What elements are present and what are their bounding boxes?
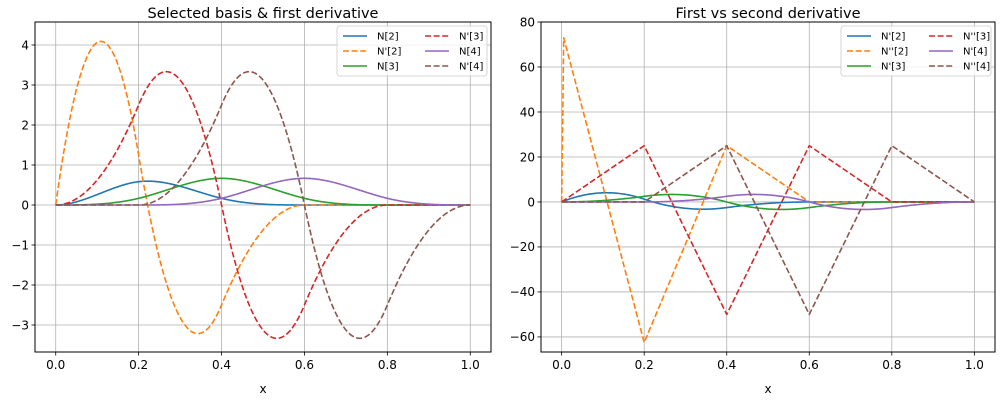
legend-label: N[4] xyxy=(459,47,481,58)
y-tick-label: 3 xyxy=(21,78,29,92)
right-series-group xyxy=(560,36,975,344)
x-tick-label: 0.0 xyxy=(46,358,65,372)
x-tick-label: 0.0 xyxy=(552,358,571,372)
series-line-N-2 xyxy=(560,36,975,344)
y-tick-label: −2 xyxy=(11,278,29,292)
legend-label: N'[2] xyxy=(881,32,905,43)
y-tick-label: 0 xyxy=(527,195,535,209)
legend-label: N''[3] xyxy=(963,32,990,43)
series-line-N-4 xyxy=(55,177,471,206)
y-tick-label: −3 xyxy=(11,318,29,332)
x-tick-label: 0.2 xyxy=(635,358,654,372)
right-chart-x-axis-label: x xyxy=(764,382,771,396)
left-legend: N[2] N'[2] N[3] N'[3] N[4] N'[4] xyxy=(336,25,488,77)
series-line-N-3 xyxy=(55,177,471,206)
right-plot-area: 0.0 0.2 0.4 0.6 0.8 1.0 −60 −40 −20 0 20 40 60 80 xyxy=(510,15,995,372)
y-tick-label: −40 xyxy=(510,285,535,299)
left-chart-x-axis-label: x xyxy=(259,382,266,396)
y-tick-label: 1 xyxy=(21,158,29,172)
legend-label: N'[2] xyxy=(377,47,401,58)
x-tick-label: 0.8 xyxy=(882,358,901,372)
right-chart-panel: First vs second derivative x 0.0 0.2 0.4 0.… xyxy=(510,6,996,396)
series-line-N-4 xyxy=(561,193,975,211)
right-chart-title: First vs second derivative xyxy=(676,6,861,22)
x-tick-label: 0.8 xyxy=(378,358,397,372)
legend-label: N'[4] xyxy=(459,62,483,73)
x-tick-label: 1.0 xyxy=(965,358,984,372)
legend-label: N'[3] xyxy=(881,62,905,73)
series-line-N-4 xyxy=(55,70,471,340)
left-axes-frame xyxy=(34,21,492,353)
y-tick-label: −60 xyxy=(510,330,535,344)
x-tick-label: 0.2 xyxy=(129,358,148,372)
right-axes-frame xyxy=(540,21,996,353)
legend-box xyxy=(336,25,488,77)
left-chart-title: Selected basis & first derivative xyxy=(148,6,379,22)
x-tick-label: 0.4 xyxy=(212,358,231,372)
legend-label: N[3] xyxy=(377,62,399,73)
y-tick-label: −1 xyxy=(11,238,29,252)
legend-label: N'[4] xyxy=(963,47,987,58)
legend-box xyxy=(840,25,992,77)
series-line-N-4 xyxy=(561,144,975,316)
y-tick-label: −20 xyxy=(510,240,535,254)
x-tick-label: 0.6 xyxy=(295,358,314,372)
y-tick-label: 80 xyxy=(520,15,535,29)
legend-label: N[2] xyxy=(377,32,399,43)
left-series-group xyxy=(54,40,471,340)
left-plot-area: 0.0 0.2 0.4 0.6 0.8 1.0 −3 −2 −1 0 1 2 3 4 xyxy=(11,22,491,372)
y-tick-label: 60 xyxy=(520,60,535,74)
y-tick-label: 0 xyxy=(21,198,29,212)
right-legend: N'[2] N''[2] N'[3] N''[3] N'[4] N''[4] xyxy=(840,25,992,77)
x-tick-label: 0.6 xyxy=(800,358,819,372)
x-tick-label: 0.4 xyxy=(717,358,736,372)
series-line-N-3 xyxy=(55,70,471,340)
y-tick-label: 4 xyxy=(21,38,29,52)
legend-label: N''[2] xyxy=(881,47,908,58)
x-tick-label: 1.0 xyxy=(461,358,480,372)
y-tick-label: 2 xyxy=(21,118,29,132)
y-tick-label: 20 xyxy=(520,150,535,164)
y-tick-label: 40 xyxy=(520,105,535,119)
left-chart-panel: Selected basis & first derivative x 0.0 0… xyxy=(11,6,492,396)
legend-label: N'[3] xyxy=(459,32,483,43)
legend-label: N''[4] xyxy=(963,62,990,73)
